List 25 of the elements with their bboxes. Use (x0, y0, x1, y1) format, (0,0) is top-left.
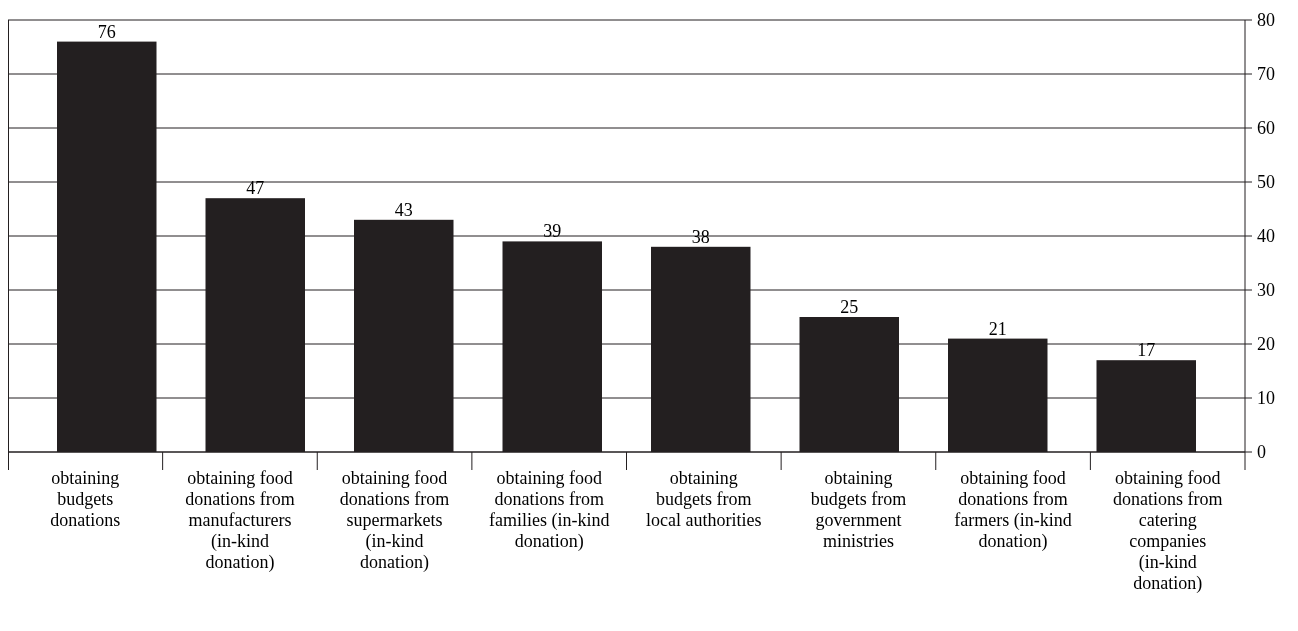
y-tick-label: 20 (1257, 334, 1275, 354)
x-tick-label: obtaining budgets donations (50, 468, 121, 530)
data-label: 76 (97, 21, 116, 42)
x-tick-label: obtaining budgets from government ministries (810, 468, 907, 551)
data-label: 38 (691, 226, 710, 247)
x-tick-label: obtaining food donations from manufacturers (in-kind donation) (185, 468, 295, 573)
x-tick-label: obtaining food donations from families (in-kind donation) (488, 468, 610, 552)
data-label: 21 (988, 318, 1007, 339)
y-tick-label: 80 (1257, 10, 1275, 30)
x-tick-label: obtaining food donations from catering companies (in-kind donation) (1112, 468, 1223, 594)
y-tick-label: 50 (1257, 172, 1275, 192)
y-tick-label: 70 (1257, 64, 1275, 84)
y-tick-label: 10 (1257, 388, 1275, 408)
y-tick-label: 30 (1257, 280, 1275, 300)
data-label: 17 (1137, 340, 1156, 361)
x-tick-label: obtaining food donations from farmers (in-kind donation) (954, 468, 1072, 552)
data-label: 25 (840, 297, 859, 317)
y-tick-label: 60 (1257, 118, 1275, 138)
data-label: 47 (246, 178, 265, 199)
x-tick-label: obtaining budgets from local authorities (646, 468, 762, 530)
data-label: 43 (394, 199, 413, 220)
x-tick-label: obtaining food donations from supermarkets (in-kind donation) (339, 468, 450, 573)
y-tick-label: 0 (1257, 442, 1266, 462)
y-tick-label: 40 (1257, 226, 1275, 246)
data-label: 39 (543, 221, 562, 242)
